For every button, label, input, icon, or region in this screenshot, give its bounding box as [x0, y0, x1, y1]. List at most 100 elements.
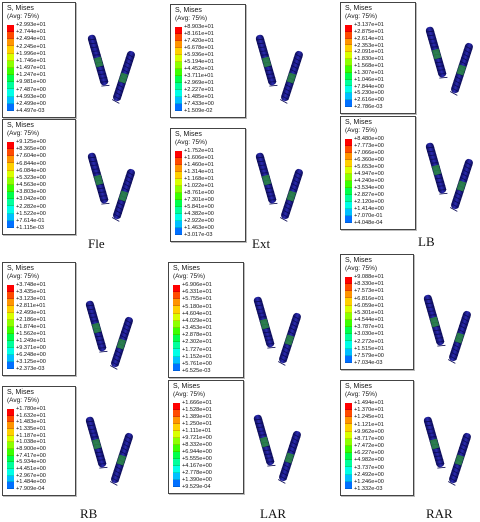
- color-swatch: [345, 417, 352, 425]
- color-swatch: [175, 97, 182, 104]
- color-swatch: [345, 86, 352, 94]
- color-swatch: [345, 277, 352, 285]
- color-scale-bar: [175, 27, 182, 111]
- stress-legend: S, Mises (Avg: 75%) +3.748e+01 +3.435e+01 +3…: [2, 262, 76, 376]
- color-swatch: [175, 41, 182, 48]
- color-swatch: [7, 442, 14, 449]
- color-swatch: [7, 435, 14, 443]
- color-swatch: [345, 424, 352, 432]
- color-swatch: [7, 285, 14, 292]
- color-swatch: [345, 202, 352, 209]
- screw-pair-image: [255, 34, 303, 104]
- legend-title: S, Mises: [345, 119, 372, 126]
- color-swatch: [7, 334, 14, 341]
- color-swatch: [173, 403, 180, 410]
- screw-pair-image: [425, 142, 473, 212]
- color-swatch: [173, 424, 180, 431]
- color-swatch: [7, 299, 14, 306]
- legend-title: S, Mises: [173, 383, 200, 390]
- color-swatch: [345, 410, 352, 418]
- color-swatch: [173, 320, 180, 328]
- color-swatch: [175, 207, 182, 214]
- screw-pair-image: [423, 416, 471, 486]
- color-swatch: [345, 100, 352, 107]
- color-swatch: [345, 93, 352, 101]
- color-swatch: [345, 403, 352, 411]
- screw-pair-image: [255, 152, 303, 222]
- color-swatch: [345, 319, 352, 328]
- color-swatch: [7, 142, 14, 150]
- screw-model: [82, 30, 144, 115]
- color-swatch: [7, 32, 14, 40]
- legend-title: S, Mises: [7, 5, 34, 12]
- screw-pair-image: [423, 294, 471, 364]
- color-swatch: [7, 327, 14, 334]
- color-swatch: [7, 313, 14, 320]
- legend-subtitle: (Avg: 75%): [345, 127, 378, 134]
- color-swatch: [345, 181, 352, 188]
- legend-subtitle: (Avg: 75%): [345, 265, 378, 272]
- group-caption: RB: [80, 506, 98, 521]
- color-swatch: [7, 348, 14, 355]
- color-swatch: [345, 72, 352, 80]
- screw-pair-image: [87, 34, 135, 104]
- color-swatch: [175, 62, 182, 69]
- stress-legend: S, Mises (Avg: 75%) +1.494e+01 +1.370e+01 +1…: [340, 380, 414, 496]
- color-swatch: [175, 76, 182, 83]
- screw-model: [248, 410, 310, 495]
- color-swatch: [345, 52, 352, 60]
- legend-title: S, Mises: [345, 5, 372, 12]
- color-swatch: [7, 482, 14, 489]
- stress-legend: S, Mises (Avg: 75%) +9.088e+01 +8.330e+01 +7…: [340, 254, 414, 370]
- color-swatch: [7, 149, 14, 157]
- legend-title: S, Mises: [7, 122, 34, 129]
- color-swatch: [7, 455, 14, 463]
- legend-subtitle: (Avg: 75%): [7, 130, 40, 137]
- screw-pair-image: [425, 26, 473, 96]
- color-swatch: [175, 158, 182, 165]
- color-swatch: [173, 459, 180, 466]
- group-caption: LAR: [260, 506, 286, 521]
- color-swatch: [345, 341, 352, 349]
- color-swatch: [173, 342, 180, 350]
- legend-title: S, Mises: [7, 265, 34, 272]
- screw-pair-image: [253, 296, 301, 366]
- color-scale-bar: [7, 25, 14, 111]
- color-swatch: [345, 284, 352, 292]
- color-swatch: [345, 298, 352, 306]
- color-swatch: [345, 481, 352, 489]
- legend-title: S, Mises: [345, 383, 372, 390]
- color-swatch: [173, 431, 180, 438]
- color-swatch: [7, 75, 14, 83]
- color-swatch: [345, 167, 352, 174]
- color-swatch: [173, 466, 180, 473]
- color-swatch: [7, 448, 14, 456]
- legend-subtitle: (Avg: 75%): [7, 397, 40, 404]
- color-swatch: [7, 192, 14, 200]
- color-swatch: [7, 25, 14, 33]
- legend-title: S, Mises: [7, 389, 34, 396]
- color-swatch: [345, 467, 352, 475]
- color-swatch: [345, 460, 352, 468]
- screw-pair-image: [87, 152, 135, 222]
- color-swatch: [7, 428, 14, 436]
- color-swatch: [345, 327, 352, 335]
- screw-model: [418, 290, 480, 375]
- color-swatch: [7, 39, 14, 47]
- color-swatch: [7, 220, 14, 228]
- color-swatch: [345, 291, 352, 299]
- color-swatch: [173, 445, 180, 452]
- screw-model: [250, 148, 312, 233]
- color-swatch: [7, 213, 14, 221]
- screw-model: [82, 148, 144, 233]
- legend-title: S, Mises: [175, 7, 202, 14]
- color-scale-bar: [7, 285, 14, 369]
- color-swatch: [7, 409, 14, 416]
- color-swatch: [345, 209, 352, 216]
- color-swatch: [7, 177, 14, 185]
- stress-legend: S, Mises (Avg: 75%) +1.780e+01 +1.632e+01 +1…: [2, 386, 76, 496]
- screw-pair-image: [85, 300, 133, 370]
- color-swatch: [345, 139, 352, 146]
- color-swatch: [175, 221, 182, 228]
- stress-legend: S, Mises (Avg: 75%) +1.752e+01 +1.606e+01 +1…: [170, 128, 246, 242]
